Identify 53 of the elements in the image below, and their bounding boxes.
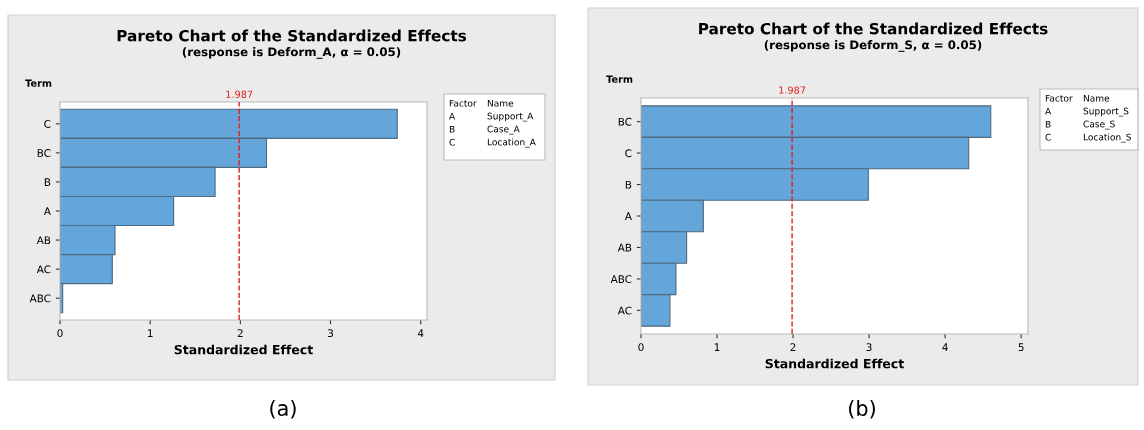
y-tick-label: AB (617, 243, 632, 252)
ref-line-label: 1.987 (779, 86, 806, 94)
x-tick-label: 5 (1018, 343, 1024, 352)
text: Factor (1045, 94, 1073, 102)
y-tick-label: B (44, 178, 51, 186)
x-tick-label: 3 (866, 343, 872, 352)
x-tick-label: 2 (790, 343, 796, 351)
y-tick-label: AC (36, 265, 51, 274)
ref-line-label: 1.987 (226, 90, 253, 98)
text: Case_A (487, 125, 520, 135)
x-tick-label: 2 (237, 329, 243, 337)
text: (a) (270, 399, 296, 419)
text: Factor (449, 99, 477, 107)
x-tick-label: 0 (638, 343, 644, 352)
y-tick-label: AB (36, 236, 51, 245)
text: Support_A (487, 112, 534, 122)
y-tick-label: C (625, 149, 632, 158)
chart-subtitle: (response is Deform_S, α = 0.05) (764, 40, 982, 52)
x-tick-label: 0 (57, 329, 63, 338)
text: C (449, 138, 455, 146)
y-tick-label: BC (618, 117, 632, 126)
y-axis-title: Term (25, 79, 52, 87)
text: A (1045, 107, 1052, 115)
x-tick-label: 1 (714, 343, 720, 351)
text: B (449, 125, 455, 133)
text: Location_S (1083, 133, 1131, 143)
x-tick-label: 4 (417, 329, 424, 337)
text: B (1045, 120, 1051, 128)
y-tick-label: C (44, 120, 51, 128)
y-tick-label: B (625, 180, 632, 189)
chart-subtitle: (response is Deform_A, α = 0.05) (182, 47, 401, 59)
y-tick-label: BC (37, 149, 51, 157)
text: Case_S (1083, 120, 1115, 130)
x-tick-label: 1 (148, 329, 153, 337)
chart-title: Pareto Chart of the Standardized Effects (117, 29, 467, 42)
text: C (1045, 133, 1051, 141)
y-tick-label: A (43, 207, 51, 215)
text: A (449, 112, 456, 120)
text: (b) (849, 399, 875, 419)
x-tick-label: 4 (942, 343, 948, 351)
text: Name (487, 99, 514, 107)
text: Name (1083, 94, 1110, 102)
y-tick-label: ABC (610, 275, 632, 284)
y-tick-label: A (624, 212, 632, 220)
y-tick-label: ABC (29, 294, 51, 303)
x-axis-title: Standardized Effect (765, 358, 904, 369)
x-axis-title: Standardized Effect (174, 344, 313, 355)
text: Support_S (1083, 107, 1129, 117)
x-tick-label: 3 (328, 329, 333, 338)
y-axis-title: Term (606, 75, 633, 83)
text: Location_A (487, 138, 536, 148)
y-tick-label: AC (617, 306, 632, 315)
chart-title: Pareto Chart of the Standardized Effects (699, 22, 1048, 35)
